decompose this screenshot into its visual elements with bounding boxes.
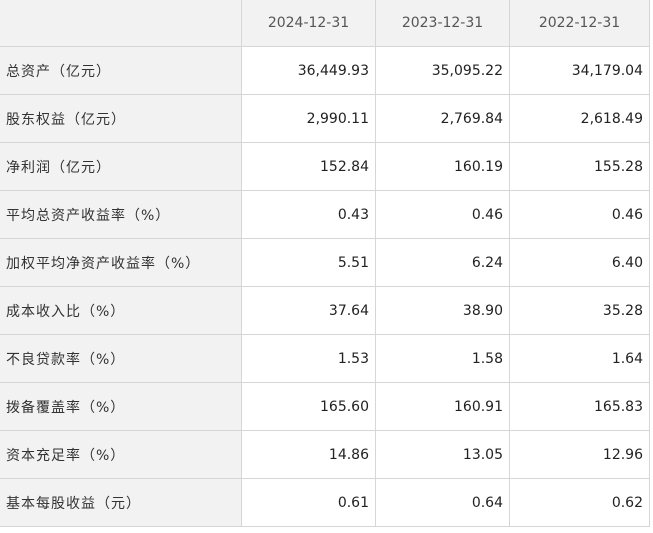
row-value: 0.46 bbox=[509, 190, 650, 239]
row-value: 1.53 bbox=[241, 334, 376, 383]
row-value: 36,449.93 bbox=[241, 46, 376, 95]
row-value: 12.96 bbox=[509, 430, 650, 479]
header-corner-cell bbox=[0, 0, 242, 47]
row-value: 1.64 bbox=[509, 334, 650, 383]
table-row: 平均总资产收益率（%） 0.43 0.46 0.46 bbox=[0, 190, 650, 239]
row-value: 155.28 bbox=[509, 142, 650, 191]
table-row: 基本每股收益（元） 0.61 0.64 0.62 bbox=[0, 478, 650, 527]
row-value: 35.28 bbox=[509, 286, 650, 335]
table-row: 拨备覆盖率（%） 165.60 160.91 165.83 bbox=[0, 382, 650, 431]
table-header-row: 2024-12-31 2023-12-31 2022-12-31 bbox=[0, 0, 650, 47]
row-value: 13.05 bbox=[375, 430, 510, 479]
row-value: 2,618.49 bbox=[509, 94, 650, 143]
row-value: 38.90 bbox=[375, 286, 510, 335]
row-value: 152.84 bbox=[241, 142, 376, 191]
column-header-2023: 2023-12-31 bbox=[375, 0, 510, 47]
row-label: 基本每股收益（元） bbox=[0, 478, 242, 527]
row-value: 14.86 bbox=[241, 430, 376, 479]
row-label: 加权平均净资产收益率（%） bbox=[0, 238, 242, 287]
row-label: 不良贷款率（%） bbox=[0, 334, 242, 383]
row-value: 160.91 bbox=[375, 382, 510, 431]
row-value: 6.40 bbox=[509, 238, 650, 287]
row-value: 5.51 bbox=[241, 238, 376, 287]
row-value: 0.43 bbox=[241, 190, 376, 239]
table-row: 加权平均净资产收益率（%） 5.51 6.24 6.40 bbox=[0, 238, 650, 287]
table-row: 股东权益（亿元） 2,990.11 2,769.84 2,618.49 bbox=[0, 94, 650, 143]
row-label: 资本充足率（%） bbox=[0, 430, 242, 479]
table-row: 总资产（亿元） 36,449.93 35,095.22 34,179.04 bbox=[0, 46, 650, 95]
row-value: 2,990.11 bbox=[241, 94, 376, 143]
row-value: 34,179.04 bbox=[509, 46, 650, 95]
row-value: 165.83 bbox=[509, 382, 650, 431]
table-row: 不良贷款率（%） 1.53 1.58 1.64 bbox=[0, 334, 650, 383]
row-label: 成本收入比（%） bbox=[0, 286, 242, 335]
row-value: 165.60 bbox=[241, 382, 376, 431]
table-row: 成本收入比（%） 37.64 38.90 35.28 bbox=[0, 286, 650, 335]
row-value: 0.62 bbox=[509, 478, 650, 527]
row-label: 拨备覆盖率（%） bbox=[0, 382, 242, 431]
column-header-2022: 2022-12-31 bbox=[509, 0, 650, 47]
row-label: 平均总资产收益率（%） bbox=[0, 190, 242, 239]
row-value: 0.46 bbox=[375, 190, 510, 239]
table-row: 净利润（亿元） 152.84 160.19 155.28 bbox=[0, 142, 650, 191]
row-value: 0.64 bbox=[375, 478, 510, 527]
row-value: 35,095.22 bbox=[375, 46, 510, 95]
row-value: 1.58 bbox=[375, 334, 510, 383]
row-label: 净利润（亿元） bbox=[0, 142, 242, 191]
column-header-2024: 2024-12-31 bbox=[241, 0, 376, 47]
row-label: 股东权益（亿元） bbox=[0, 94, 242, 143]
row-value: 0.61 bbox=[241, 478, 376, 527]
row-value: 160.19 bbox=[375, 142, 510, 191]
row-value: 37.64 bbox=[241, 286, 376, 335]
row-value: 6.24 bbox=[375, 238, 510, 287]
table-row: 资本充足率（%） 14.86 13.05 12.96 bbox=[0, 430, 650, 479]
row-label: 总资产（亿元） bbox=[0, 46, 242, 95]
row-value: 2,769.84 bbox=[375, 94, 510, 143]
